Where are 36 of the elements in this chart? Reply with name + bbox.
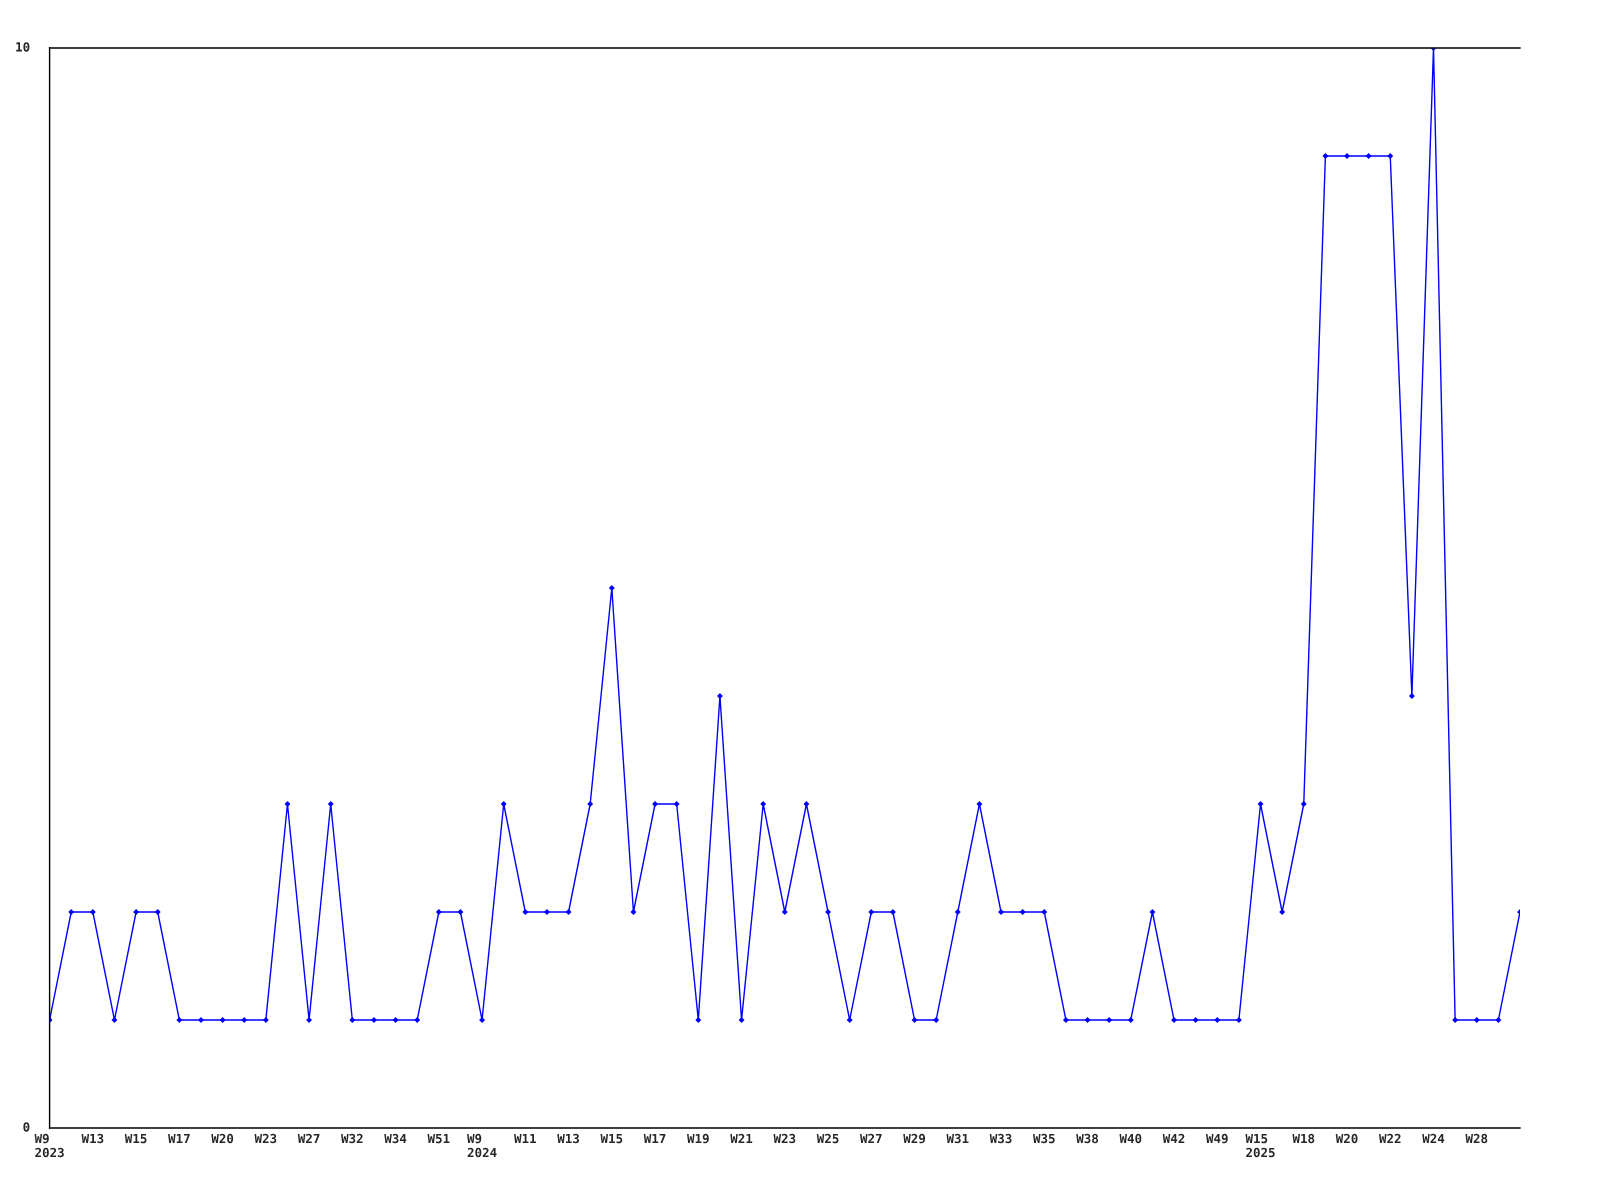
x-tick-label: W33: [989, 1133, 1012, 1144]
x-tick-label: W9 2023: [34, 1133, 64, 1158]
y-tick-label: 0: [23, 1122, 30, 1132]
x-tick-label: W40: [1119, 1133, 1142, 1144]
x-tick-label: W27: [860, 1133, 882, 1144]
x-tick-label: W9 2024: [467, 1133, 497, 1158]
x-tick-label: W28: [1465, 1133, 1488, 1144]
x-tick-label: W51: [427, 1133, 450, 1144]
x-tick-label: W38: [1076, 1133, 1099, 1144]
x-tick-label: W25: [816, 1133, 839, 1144]
x-tick-label: W18: [1292, 1133, 1315, 1144]
x-tick-label: W17: [643, 1133, 666, 1144]
x-tick-label: W31: [946, 1133, 969, 1144]
x-tick-label: W13: [557, 1133, 580, 1144]
x-tick-label: W34: [384, 1133, 407, 1144]
x-tick-label: W32: [341, 1133, 363, 1144]
x-tick-label: W13: [81, 1133, 104, 1144]
x-tick-label: W42: [1162, 1133, 1185, 1144]
x-tick-label: W23: [254, 1133, 277, 1144]
x-tick-label: W29: [903, 1133, 926, 1144]
x-tick-label: W23: [773, 1133, 796, 1144]
x-tick-label: W22: [1378, 1133, 1401, 1144]
x-tick-label: W27: [297, 1133, 320, 1144]
x-tick-label: W20: [211, 1133, 234, 1144]
x-tick-label: W15 2025: [1245, 1133, 1275, 1158]
y-tick-label: 10: [16, 42, 30, 52]
x-tick-label: W15: [600, 1133, 623, 1144]
x-tick-label: W11: [514, 1133, 537, 1144]
x-tick-label: W20: [1335, 1133, 1358, 1144]
x-tick-label: W24: [1422, 1133, 1445, 1144]
x-tick-label: W49: [1205, 1133, 1228, 1144]
x-tick-label: W35: [1032, 1133, 1055, 1144]
x-tick-label: W17: [168, 1133, 190, 1144]
x-tick-label: W15: [124, 1133, 147, 1144]
x-tick-label: W21: [730, 1133, 753, 1144]
x-tick-label: W19: [687, 1133, 709, 1144]
